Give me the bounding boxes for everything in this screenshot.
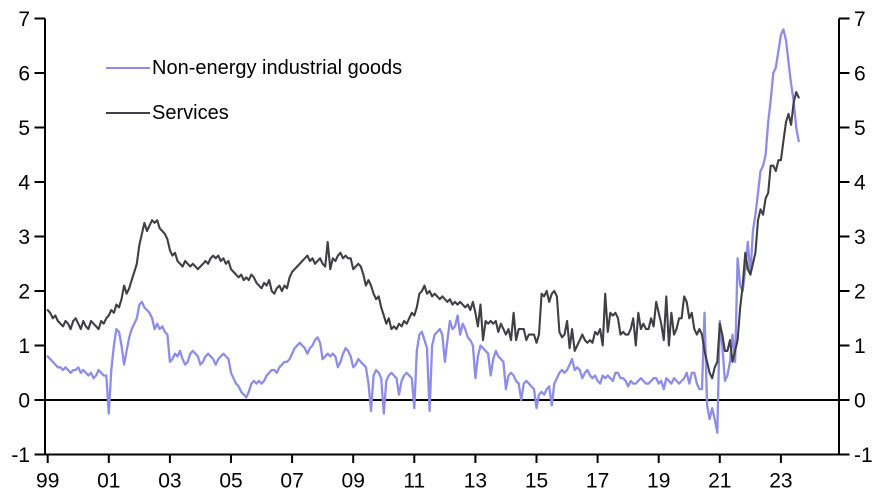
y-tick-label-right: 1 xyxy=(854,335,866,358)
legend-line-swatch-non-energy xyxy=(106,67,150,69)
x-tick-label: 03 xyxy=(158,470,181,493)
legend-label-services: Services xyxy=(152,102,229,124)
y-tick-label-left: 1 xyxy=(18,335,30,358)
y-tick-label-right: -1 xyxy=(854,444,873,467)
y-tick-label-left: 6 xyxy=(18,63,30,86)
axis-ticks xyxy=(34,17,850,463)
y-tick-label-right: 6 xyxy=(854,63,866,86)
y-tick-label-right: 7 xyxy=(854,8,866,31)
x-tick-label: 21 xyxy=(708,470,731,493)
y-tick-label-right: 5 xyxy=(854,117,866,140)
y-tick-label-right: 3 xyxy=(854,226,866,249)
x-tick-label: 23 xyxy=(769,470,792,493)
x-tick-label: 15 xyxy=(525,470,548,493)
x-tick-label: 99 xyxy=(36,470,59,493)
y-tick-label-left: 3 xyxy=(18,226,30,249)
x-tick-label: 07 xyxy=(280,470,303,493)
y-tick-label-right: 2 xyxy=(854,281,866,304)
x-tick-label: 11 xyxy=(403,470,425,493)
x-tick-label: 01 xyxy=(97,470,120,493)
y-tick-label-left: 5 xyxy=(18,117,30,140)
line-non-energy-industrial-goods xyxy=(46,28,800,434)
line-services xyxy=(46,91,800,380)
y-tick-label-right: 4 xyxy=(854,172,866,195)
x-tick-label: 17 xyxy=(586,470,609,493)
y-tick-label-left: 2 xyxy=(18,281,30,304)
legend-item-services: Services xyxy=(106,100,402,126)
legend-line-swatch-services xyxy=(106,112,150,114)
y-tick-label-right: 0 xyxy=(854,390,866,413)
axis-tick-labels: -1 -10 01 12 23 34 45 56 67 799 01 03 05 07 09 11 13 15 17… xyxy=(11,8,872,493)
legend-label-non-energy: Non-energy industrial goods xyxy=(152,57,403,79)
y-tick-label-left: -1 xyxy=(11,444,30,467)
x-tick-label: 09 xyxy=(342,470,365,493)
chart-legend: Non-energy industrial goods Services xyxy=(106,55,402,145)
y-tick-label-left: 4 xyxy=(18,172,30,195)
series-lines xyxy=(46,28,800,434)
y-tick-label-left: 7 xyxy=(18,8,30,31)
x-tick-label: 05 xyxy=(219,470,242,493)
x-tick-label: 13 xyxy=(464,470,487,493)
y-tick-label-left: 0 xyxy=(18,390,30,413)
legend-item-non-energy-industrial-goods: Non-energy industrial goods xyxy=(106,55,402,81)
x-tick-label: 19 xyxy=(647,470,670,493)
